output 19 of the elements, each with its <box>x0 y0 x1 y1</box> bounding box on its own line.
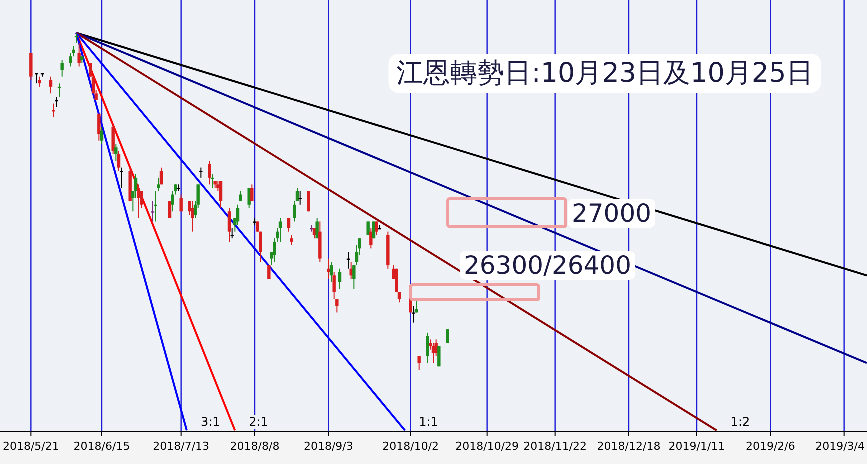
x-tick-label: 2018/9/3 <box>304 440 354 453</box>
x-tick-label: 2018/5/21 <box>2 440 60 453</box>
x-tick-label: 2018/7/13 <box>153 440 210 453</box>
x-tick-label: 2018/10/29 <box>456 440 520 453</box>
series-label: 2:1 <box>249 415 268 429</box>
text: 江恩轉勢日:10月23日及10月25日 <box>396 58 814 89</box>
annotation: 26300/26400 <box>464 251 632 280</box>
series-label: 1:1 <box>419 415 438 429</box>
x-tick-label: 2019/3/4 <box>816 440 865 453</box>
x-tick-label: 2018/10/2 <box>382 440 440 453</box>
series-label: 1:2 <box>730 415 750 429</box>
x-tick-label: 2019/1/11 <box>668 440 726 453</box>
annotation: 27000 <box>572 199 652 228</box>
x-tick-label: 2018/11/22 <box>524 440 588 453</box>
x-tick-label: 2018/8/8 <box>230 440 280 453</box>
x-tick-label: 2018/12/18 <box>597 440 661 453</box>
x-tick-label: 2019/2/6 <box>746 440 796 453</box>
series-label: 3:1 <box>201 415 220 429</box>
x-tick-label: 2018/6/15 <box>74 440 130 453</box>
